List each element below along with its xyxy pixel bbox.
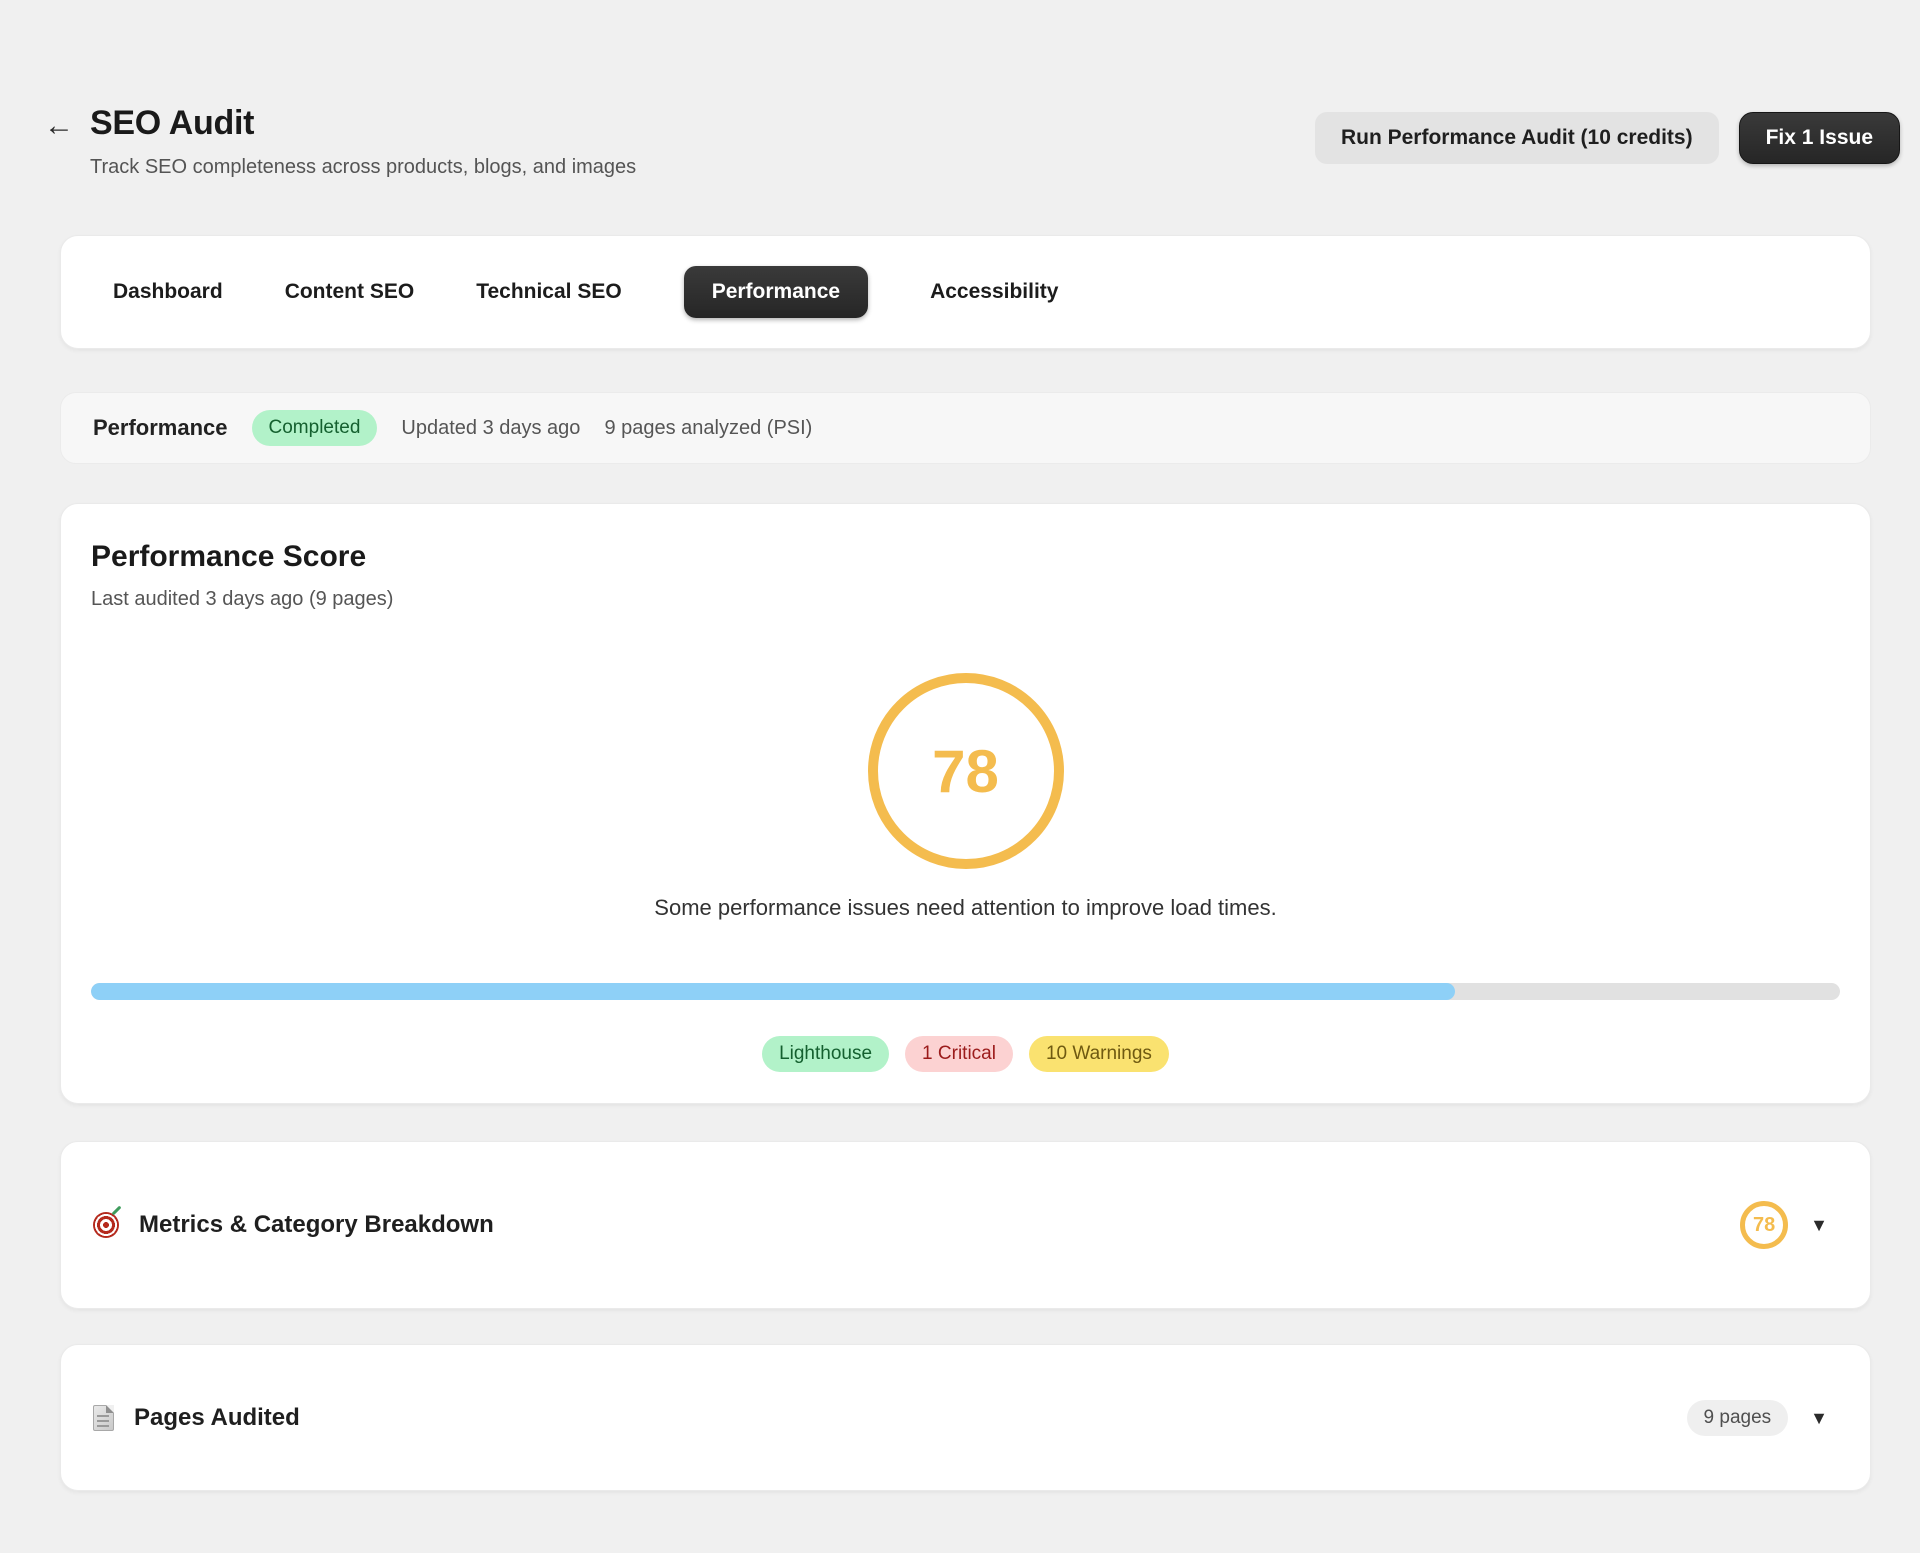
score-progress-fill [91,983,1456,1000]
status-pages-analyzed-text: 9 pages analyzed (PSI) [604,416,813,439]
chevron-down-icon[interactable]: ▼ [1810,1215,1828,1235]
lighthouse-badge: Lighthouse [762,1036,890,1072]
fix-issue-button[interactable]: Fix 1 Issue [1738,112,1900,164]
metrics-section-title: Metrics & Category Breakdown [139,1211,494,1238]
score-gauge-circle: 78 [867,673,1064,869]
score-card-subtitle: Last audited 3 days ago (9 pages) [91,588,394,610]
score-value: 78 [932,737,999,805]
warnings-badge: 10 Warnings [1028,1036,1169,1072]
metrics-breakdown-section[interactable]: Metrics & Category Breakdown 78 ▼ [60,1141,1871,1309]
tab-technical-seo[interactable]: Technical SEO [476,266,622,318]
pages-audited-section[interactable]: Pages Audited 9 pages ▼ [60,1344,1871,1491]
status-title: Performance [93,415,228,440]
back-arrow-icon[interactable]: ← [44,104,74,148]
pages-count-badge: 9 pages [1686,1399,1789,1436]
tab-accessibility[interactable]: Accessibility [930,266,1058,318]
performance-score-card: Performance Score Last audited 3 days ag… [60,503,1871,1104]
score-progress-bar [91,983,1840,1000]
performance-status-bar: Performance Completed Updated 3 days ago… [60,392,1871,464]
tab-dashboard[interactable]: Dashboard [113,266,223,318]
page-icon [93,1404,114,1431]
score-badges-row: Lighthouse 1 Critical 10 Warnings [91,1036,1840,1072]
pages-section-title: Pages Audited [134,1403,300,1431]
page-subtitle: Track SEO completeness across products, … [90,156,637,178]
metrics-score-value: 78 [1753,1213,1776,1236]
status-updated-text: Updated 3 days ago [401,416,581,439]
critical-badge: 1 Critical [905,1036,1013,1072]
status-completed-badge: Completed [251,410,378,446]
chevron-down-icon[interactable]: ▼ [1810,1407,1828,1428]
metrics-score-badge: 78 [1740,1201,1789,1249]
target-icon [93,1212,119,1238]
score-message: Some performance issues need attention t… [654,895,1277,920]
tab-bar: Dashboard Content SEO Technical SEO Perf… [60,235,1871,349]
tab-content-seo[interactable]: Content SEO [285,266,415,318]
score-card-title: Performance Score [91,540,367,573]
run-performance-audit-button[interactable]: Run Performance Audit (10 credits) [1314,112,1719,164]
tab-performance[interactable]: Performance [683,266,869,318]
page-header: ← SEO Audit Track SEO completeness acros… [0,0,1920,179]
page-title: SEO Audit [90,104,255,142]
